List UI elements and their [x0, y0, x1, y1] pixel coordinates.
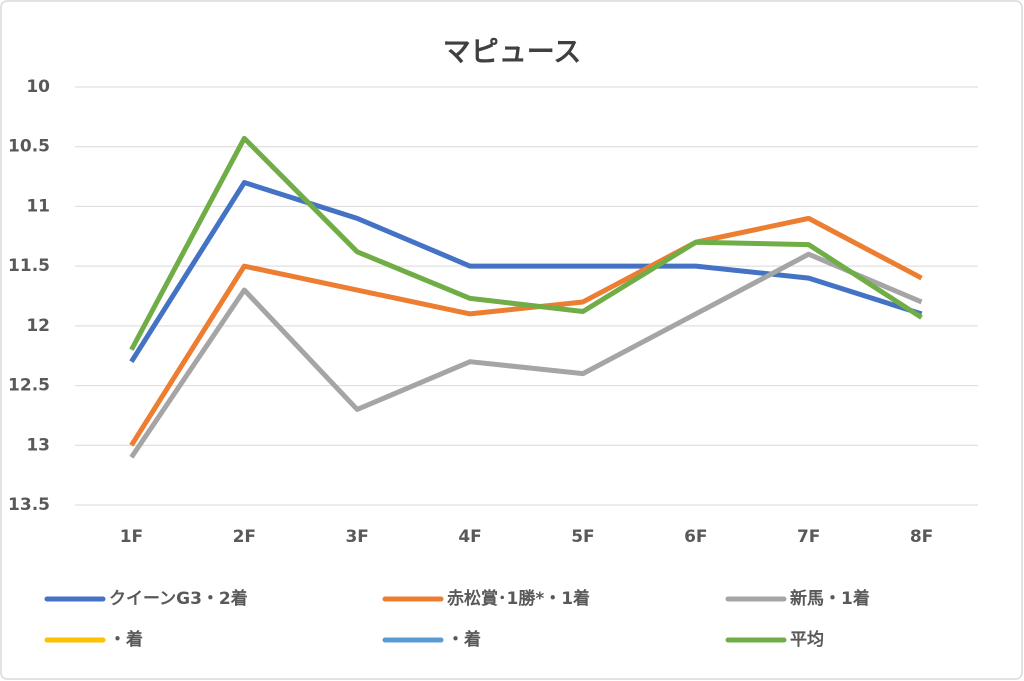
- y-tick-label: 11: [26, 196, 50, 216]
- legend-label: 赤松賞･1勝*・1着: [447, 588, 590, 609]
- x-tick-label: 5F: [571, 527, 594, 547]
- x-tick-label: 6F: [684, 527, 707, 547]
- x-tick-label: 8F: [910, 527, 933, 547]
- y-tick-label: 13: [26, 435, 50, 455]
- legend-label: ・着: [447, 629, 481, 650]
- x-tick-label: 2F: [233, 527, 256, 547]
- series-line: [129, 180, 923, 364]
- legend-label: 平均: [790, 629, 824, 650]
- y-tick-label: 12: [26, 316, 50, 336]
- legend-label: ・着: [109, 629, 143, 650]
- y-tick-label: 11.5: [8, 256, 50, 276]
- x-tick-label: 4F: [458, 527, 481, 547]
- chart-title: マピュース: [443, 35, 582, 68]
- series-line: [129, 251, 923, 459]
- y-tick-label: 10: [26, 77, 50, 97]
- x-tick-label: 3F: [345, 527, 368, 547]
- x-tick-label: 1F: [120, 527, 143, 547]
- series-line: [129, 215, 923, 447]
- legend-label: 新馬・1着: [790, 588, 870, 609]
- y-tick-label: 13.5: [8, 495, 50, 515]
- y-tick-label: 12.5: [8, 376, 50, 396]
- legend-label: クイーンG3・2着: [109, 588, 248, 609]
- series-line: [129, 135, 923, 351]
- x-tick-label: 7F: [797, 527, 820, 547]
- y-tick-label: 10.5: [8, 137, 50, 157]
